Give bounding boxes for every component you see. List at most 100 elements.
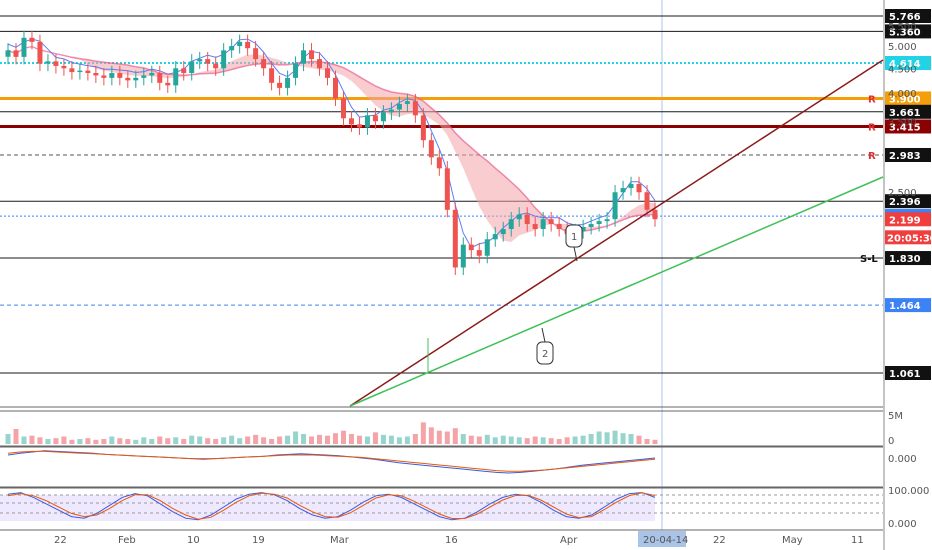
- volume-bar: [133, 439, 139, 444]
- volume-bar: [141, 437, 147, 444]
- volume-bar: [197, 436, 203, 444]
- volume-bar: [173, 437, 179, 444]
- level-tag: R: [868, 151, 876, 162]
- volume-bar: [69, 439, 75, 444]
- candle-body: [285, 77, 291, 88]
- candle-body: [652, 209, 658, 220]
- volume-bar: [325, 435, 331, 444]
- candle-body: [420, 115, 426, 141]
- candle-body: [117, 73, 123, 78]
- x-tick-label: May: [782, 535, 803, 546]
- candle-body: [53, 61, 59, 66]
- level-price-label: 1.830: [889, 254, 921, 265]
- candle-body: [69, 68, 75, 73]
- candle-body: [261, 59, 267, 69]
- volume-bar: [157, 436, 163, 444]
- volume-bar: [596, 431, 602, 444]
- candle-body: [364, 115, 370, 128]
- candle-body: [540, 219, 546, 230]
- level-tag-bg: [885, 119, 931, 134]
- level-tag: S-L: [860, 254, 878, 265]
- volume-bar: [125, 439, 131, 444]
- y-tick-label: 4.000: [888, 89, 917, 100]
- volume-bar: [412, 434, 418, 444]
- volume-tick: 5M: [888, 411, 903, 422]
- level-tag-bg: [885, 251, 931, 266]
- volume-bar: [229, 435, 235, 444]
- level-tag: R: [868, 94, 876, 105]
- volume-bar: [372, 432, 378, 444]
- volume-bar: [221, 437, 227, 444]
- candle-body: [452, 209, 458, 268]
- y-tick-label: 5.000: [888, 42, 917, 53]
- trendline-rising-support: [349, 176, 884, 407]
- level-price-label: 5.360: [889, 27, 921, 38]
- candle-body: [620, 188, 626, 193]
- candle-body: [221, 50, 227, 69]
- candle-body: [348, 118, 354, 125]
- macd-line: [7, 450, 656, 472]
- candle-body: [436, 157, 442, 169]
- stoch-line: [7, 492, 656, 520]
- candle-body: [412, 101, 418, 116]
- level-price-label: 1.061: [889, 369, 921, 380]
- volume-bar: [588, 434, 594, 444]
- volume-bar: [61, 436, 67, 444]
- volume-bar: [253, 434, 259, 444]
- volume-bar: [388, 435, 394, 444]
- volume-bar: [85, 438, 91, 444]
- volume-bar: [396, 437, 402, 444]
- candle-body: [444, 168, 450, 210]
- level-tag-bg: [885, 24, 931, 39]
- candle-body: [516, 214, 522, 220]
- candle-body: [332, 77, 338, 99]
- callout-label: 2: [542, 349, 548, 360]
- x-tick-label: 10: [187, 535, 200, 546]
- level-price-label: 3.900: [889, 94, 921, 105]
- volume-bar: [245, 436, 251, 444]
- x-tick-label: Mar: [330, 535, 350, 546]
- candle-body: [229, 46, 235, 51]
- candle-body: [588, 224, 594, 228]
- time-axis: 22 Feb 10 19 Mar 16 Apr 22 May 11 20-04-14: [54, 531, 864, 547]
- candle-body: [340, 98, 346, 119]
- level-price-label: 1.464: [889, 301, 921, 312]
- volume-tick: 0: [888, 436, 894, 447]
- volume-bar: [37, 437, 43, 444]
- volume-bar: [29, 435, 35, 444]
- volume-bar: [261, 437, 267, 444]
- volume-bar: [101, 439, 107, 444]
- candle-body: [181, 68, 187, 74]
- level-tag-bg: [885, 366, 931, 380]
- stoch-tick: 100.000: [888, 486, 929, 497]
- candle-body: [173, 68, 179, 86]
- x-tick-label: 11: [851, 535, 864, 546]
- volume-bar: [149, 439, 155, 444]
- x-tick-label: 19: [252, 535, 265, 546]
- y-tick-label: 4.500: [888, 64, 917, 75]
- level-tag: R: [868, 122, 876, 133]
- candle-body: [372, 115, 378, 122]
- candle-body: [213, 63, 219, 69]
- ma-line-fast: [7, 38, 656, 249]
- volume-bar: [269, 439, 275, 444]
- candle-body: [604, 219, 610, 222]
- volume-bar: [556, 439, 562, 444]
- candle-body: [548, 219, 554, 225]
- volume-bar: [524, 438, 530, 444]
- volume-bar: [612, 430, 618, 444]
- level-price-label: 4.614: [889, 59, 921, 70]
- volume-bar: [500, 435, 506, 444]
- volume-bar: [636, 435, 642, 444]
- volume-bar: [628, 434, 634, 444]
- volume-bar: [404, 436, 410, 444]
- candle-body: [109, 73, 115, 78]
- volume-bar: [548, 438, 554, 444]
- volume-bar: [213, 439, 219, 444]
- candle-body: [644, 192, 650, 210]
- volume-bar: [301, 434, 307, 444]
- sub-panels: [0, 406, 883, 531]
- candle-body: [149, 73, 155, 76]
- candle-body: [492, 234, 498, 240]
